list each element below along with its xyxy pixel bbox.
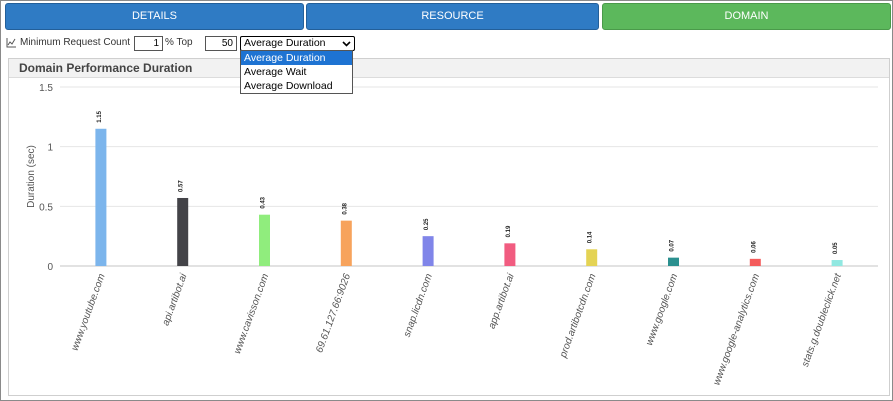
tab-details[interactable]: DETAILS [5, 3, 304, 30]
data-label: 0.57 [179, 180, 185, 192]
data-label: 0.19 [506, 225, 512, 237]
bar [177, 197, 189, 266]
x-tick-label: api.artibot.ai [161, 272, 190, 328]
y-tick-label: 0.5 [39, 202, 53, 213]
bar [422, 236, 434, 266]
top-percent-label: % Top [165, 37, 193, 48]
data-label: 0.38 [342, 202, 348, 214]
bar [668, 257, 679, 266]
data-label: 0.14 [588, 231, 594, 243]
line-chart-icon [6, 38, 16, 48]
panel-header: Domain Performance Duration [9, 59, 889, 78]
min-request-input[interactable] [134, 36, 163, 51]
chart-panel: Domain Performance Duration [8, 58, 890, 396]
metric-select-value: Average Duration [244, 37, 326, 49]
tab-domain[interactable]: DOMAIN [602, 3, 891, 30]
y-tick-label: 1 [47, 143, 53, 154]
data-label: 0.05 [833, 242, 839, 254]
bar [504, 243, 516, 266]
x-tick-label: prod.artibotcdn.com [558, 272, 599, 360]
data-label: 0.06 [751, 240, 757, 252]
chevron-down-icon [342, 41, 351, 47]
x-tick-label: www.cavisson.com [232, 272, 271, 355]
y-axis-title: Duration (sec) [26, 145, 37, 208]
data-label: 1.15 [97, 110, 103, 122]
filter-toolbar: Minimum Request Count % Top Average Dura… [6, 36, 386, 52]
metric-dropdown: Average Duration Average Wait Average Do… [240, 50, 353, 94]
bar [749, 258, 761, 266]
bar [259, 214, 270, 266]
metric-select[interactable]: Average Duration [240, 36, 355, 51]
tab-bar: DETAILS RESOURCE DOMAIN [4, 3, 891, 30]
x-tick-label: snap.licdn.com [402, 272, 435, 338]
option-average-wait[interactable]: Average Wait [244, 66, 307, 78]
bar [95, 128, 107, 266]
panel-title: Domain Performance Duration [19, 61, 193, 75]
x-tick-label: www.youtube.com [70, 272, 108, 352]
bar-chart: 0 0.5 1 1.5 Duration (sec) 1.15 www.youtube.co… [26, 83, 878, 387]
x-tick-label: 69.61.127.66:9026 [314, 272, 353, 355]
bar [831, 260, 843, 266]
data-label: 0.25 [424, 218, 430, 230]
bar [586, 249, 598, 266]
x-tick-label: www.google-analytics.com [711, 272, 762, 386]
option-average-duration[interactable]: Average Duration [241, 51, 352, 65]
x-tick-label: stats.g.doubleclick.net [800, 271, 844, 368]
y-tick-label: 1.5 [39, 83, 53, 94]
top-percent-input[interactable] [205, 36, 237, 51]
bar [340, 220, 352, 266]
tab-resource[interactable]: RESOURCE [306, 3, 599, 30]
y-tick-label: 0 [47, 262, 53, 273]
min-request-label: Minimum Request Count [20, 37, 131, 48]
x-tick-label: app.artibot.ai [487, 272, 517, 331]
data-label: 0.43 [261, 196, 267, 208]
x-tick-label: www.google.com [644, 272, 680, 347]
data-label: 0.07 [670, 239, 676, 251]
option-average-download[interactable]: Average Download [244, 80, 333, 92]
